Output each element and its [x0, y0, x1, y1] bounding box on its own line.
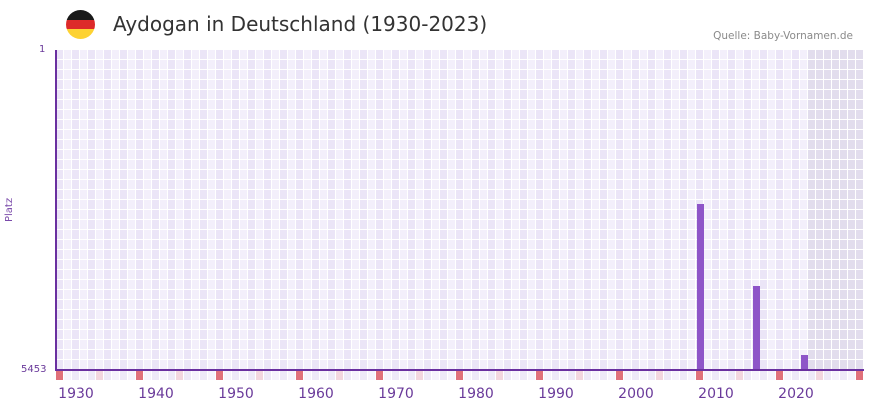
- x-tick-label: 1960: [298, 386, 334, 402]
- plot-area: [56, 50, 864, 370]
- x-tick-label: 2010: [698, 386, 734, 402]
- x-tick-label: 2000: [618, 386, 654, 402]
- bar-2015[interactable]: [753, 286, 760, 370]
- y-tick-bottom: 5453: [21, 364, 47, 375]
- x-axis-line: [55, 369, 864, 371]
- y-axis-line: [55, 50, 57, 371]
- x-tick-label: 1950: [218, 386, 254, 402]
- x-tick-label: 1970: [378, 386, 414, 402]
- y-tick-top: 1: [39, 44, 46, 55]
- x-tick-label: 1930: [58, 386, 94, 402]
- germany-flag-icon: [66, 10, 95, 39]
- chart-title: Aydogan in Deutschland (1930-2023): [113, 12, 488, 36]
- decade-markers: [56, 371, 863, 380]
- x-tick-label: 1980: [458, 386, 494, 402]
- y-axis-title: Platz: [4, 197, 15, 222]
- bar-2021[interactable]: [801, 354, 808, 370]
- bar-2008[interactable]: [697, 204, 704, 370]
- source-label: Quelle: Baby-Vornamen.de: [713, 30, 853, 42]
- grid: [56, 50, 863, 369]
- x-tick-label: 1990: [538, 386, 574, 402]
- x-tick-label: 2020: [778, 386, 814, 402]
- x-tick-label: 1940: [138, 386, 174, 402]
